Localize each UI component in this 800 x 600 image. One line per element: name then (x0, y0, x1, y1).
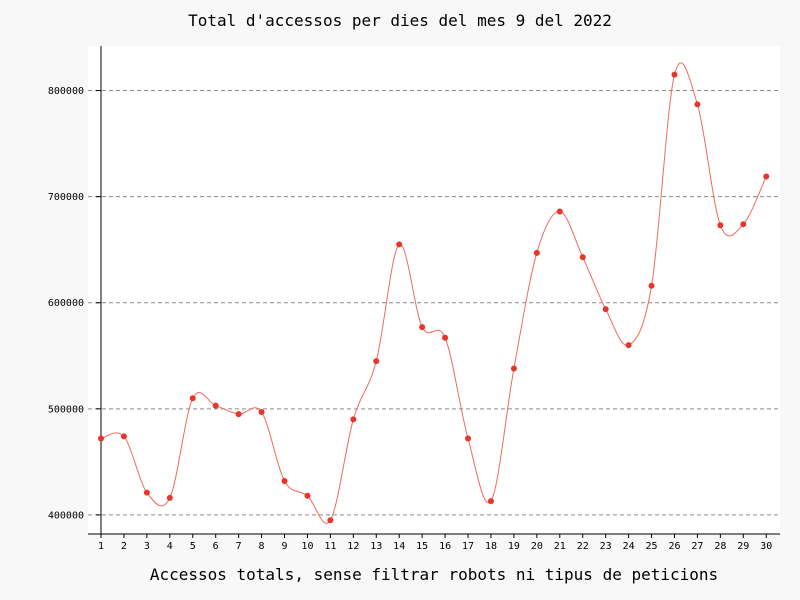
data-point (212, 402, 219, 409)
data-point (510, 365, 517, 372)
data-point (189, 395, 196, 402)
data-point (556, 208, 563, 215)
x-tick-label: 12 (347, 541, 359, 552)
x-tick-label: 3 (144, 541, 150, 552)
data-point (671, 71, 678, 78)
data-point (740, 221, 747, 228)
x-tick-label: 13 (370, 541, 382, 552)
data-point (281, 477, 288, 484)
x-tick-label: 6 (213, 541, 219, 552)
x-tick-label: 17 (462, 541, 474, 552)
x-tick-label: 28 (714, 541, 726, 552)
data-point (373, 358, 380, 365)
x-tick-label: 19 (508, 541, 520, 552)
x-tick-label: 16 (439, 541, 451, 552)
y-tick-label: 600000 (48, 298, 84, 309)
data-point (419, 324, 426, 331)
x-tick-label: 21 (554, 541, 566, 552)
data-point (717, 222, 724, 229)
data-point (442, 334, 449, 341)
data-point (648, 282, 655, 289)
data-point (98, 435, 104, 442)
data-point (304, 492, 311, 499)
x-axis-label: Accessos totals, sense filtrar robots ni… (150, 565, 718, 584)
x-tick-label: 30 (760, 541, 772, 552)
data-point (465, 435, 472, 442)
y-tick-label: 800000 (48, 86, 84, 97)
y-ticks: 400000 500000 600000 700000 800000 (48, 86, 101, 521)
data-point (166, 494, 173, 501)
x-tick-label: 18 (485, 541, 497, 552)
data-point (602, 306, 609, 313)
chart-title: Total d'accessos per dies del mes 9 del … (188, 11, 612, 30)
x-tick-label: 24 (623, 541, 635, 552)
data-point (579, 254, 586, 261)
data-point (694, 101, 701, 108)
data-point (625, 342, 632, 349)
x-tick-label: 23 (600, 541, 612, 552)
x-tick-label: 26 (668, 541, 680, 552)
x-tick-label: 5 (190, 541, 196, 552)
x-tick-label: 1 (98, 541, 104, 552)
x-tick-label: 8 (259, 541, 265, 552)
x-tick-label: 22 (577, 541, 589, 552)
x-tick-label: 2 (121, 541, 127, 552)
x-tick-label: 25 (646, 541, 658, 552)
y-tick-label: 700000 (48, 192, 84, 203)
x-tick-label: 20 (531, 541, 543, 552)
y-tick-label: 400000 (48, 510, 84, 521)
data-point (487, 498, 494, 505)
data-point (143, 489, 150, 496)
data-point (396, 241, 403, 248)
data-point (120, 433, 127, 440)
data-point (350, 416, 357, 423)
y-tick-label: 500000 (48, 404, 84, 415)
x-tick-label: 29 (737, 541, 749, 552)
grid-lines (88, 90, 780, 516)
x-tick-label: 27 (691, 541, 703, 552)
x-tick-label: 4 (167, 541, 173, 552)
x-tick-label: 15 (416, 541, 428, 552)
data-point (258, 409, 265, 415)
x-tick-label: 9 (281, 541, 287, 552)
plot-area (88, 46, 780, 534)
data-point (763, 173, 770, 180)
data-point (533, 249, 540, 256)
x-tick-label: 11 (324, 541, 336, 552)
data-point (327, 517, 334, 524)
series-markers (98, 71, 770, 524)
x-tick-label: 7 (236, 541, 242, 552)
x-ticks: 1 2 3 4 5 6 7 8 9 10 11 12 13 14 15 16 17 18 19 20 21 22 23 24 2… (98, 534, 772, 552)
x-tick-label: 10 (301, 541, 313, 552)
x-tick-label: 14 (393, 541, 405, 552)
data-point (235, 411, 242, 418)
